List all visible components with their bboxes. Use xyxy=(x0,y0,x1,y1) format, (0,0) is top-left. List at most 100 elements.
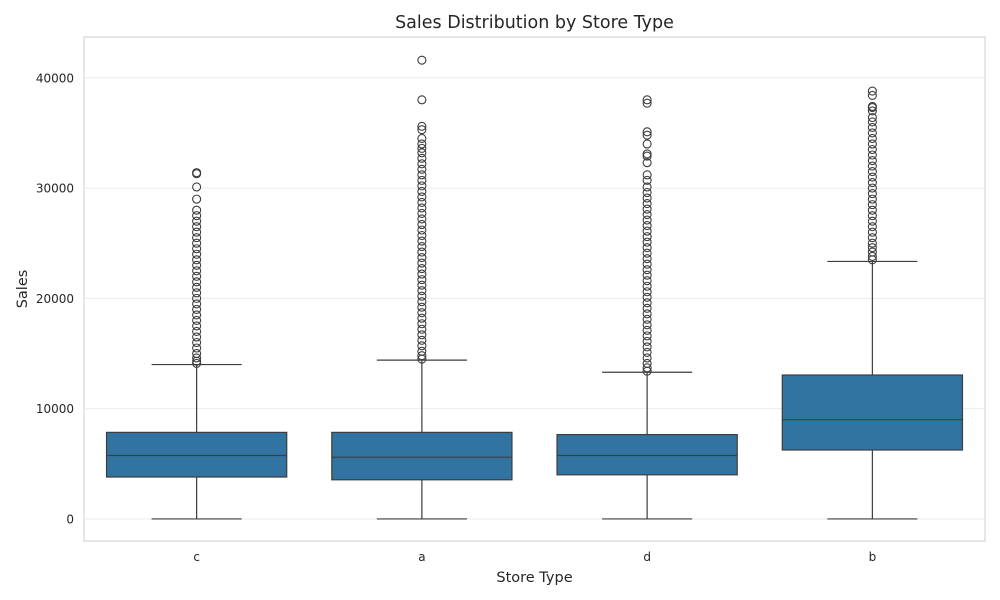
outlier-point xyxy=(417,335,427,345)
outlier-point xyxy=(642,314,652,324)
outlier-point xyxy=(417,197,427,207)
y-tick-label: 0 xyxy=(66,512,74,526)
outlier-point xyxy=(867,243,877,253)
y-axis-label: Sales xyxy=(15,270,31,309)
outlier-point xyxy=(642,130,652,140)
outlier-point xyxy=(192,271,202,281)
outlier-point xyxy=(192,233,202,243)
outlier-point xyxy=(192,326,202,337)
outlier-point xyxy=(642,281,652,291)
outlier-point xyxy=(867,133,877,144)
outlier-point xyxy=(867,172,877,182)
outlier-point xyxy=(417,121,427,131)
outlier-point xyxy=(417,159,427,169)
outlier-point xyxy=(417,313,427,323)
outlier-point xyxy=(417,164,427,174)
outlier-point xyxy=(867,211,877,221)
outlier-point xyxy=(642,98,652,108)
outlier-point xyxy=(417,330,427,340)
outlier-point xyxy=(867,144,877,155)
outlier-point xyxy=(417,170,427,180)
y-tick-label: 30000 xyxy=(36,182,74,196)
outlier-point xyxy=(867,216,877,226)
outlier-point xyxy=(417,186,427,196)
outlier-point xyxy=(867,251,877,262)
outlier-point xyxy=(417,125,427,135)
outlier-point xyxy=(642,198,652,209)
outlier-point xyxy=(642,248,652,258)
outlier-point xyxy=(417,219,427,230)
outlier-point xyxy=(642,210,652,220)
outlier-point xyxy=(417,148,427,158)
outlier-point xyxy=(642,363,652,373)
outlier-point xyxy=(192,238,202,248)
outlier-point xyxy=(417,181,427,191)
outlier-point xyxy=(417,247,427,257)
outlier-point xyxy=(417,286,427,296)
outlier-point xyxy=(642,270,652,280)
outlier-point xyxy=(192,168,202,178)
outlier-point xyxy=(642,237,652,247)
outlier-point xyxy=(642,276,652,286)
outlier-point xyxy=(417,275,427,285)
outlier-point xyxy=(417,133,427,144)
outlier-point xyxy=(867,178,877,188)
outlier-point xyxy=(417,302,427,312)
outlier-point xyxy=(642,243,652,253)
tick-layer: 0 10000 20000 30000 40000 c a d b xyxy=(36,71,876,564)
outlier-point xyxy=(417,319,427,329)
outlier-point xyxy=(192,358,202,368)
outlier-point xyxy=(642,187,652,198)
outlier-point xyxy=(867,205,877,215)
y-tick-label: 10000 xyxy=(36,402,74,416)
outlier-point xyxy=(642,358,652,368)
outlier-point xyxy=(417,324,427,334)
outlier-point xyxy=(642,292,652,302)
outlier-point xyxy=(867,247,877,257)
outlier-point xyxy=(867,222,877,232)
outlier-point xyxy=(867,150,877,160)
outlier-point xyxy=(642,347,652,357)
outlier-point xyxy=(867,128,877,138)
outlier-point xyxy=(642,232,652,242)
outlier-point xyxy=(192,244,202,254)
outlier-point xyxy=(417,153,427,163)
outlier-point xyxy=(867,155,877,166)
outlier-point xyxy=(417,236,427,246)
outlier-point xyxy=(642,353,652,363)
outlier-point xyxy=(192,266,202,276)
outlier-point xyxy=(642,287,652,297)
outlier-point xyxy=(642,221,652,231)
outlier-point xyxy=(192,182,202,192)
outlier-point xyxy=(642,215,652,225)
outlier-point xyxy=(192,293,202,303)
outlier-point xyxy=(867,117,877,127)
outlier-point xyxy=(867,112,877,123)
outlier-point xyxy=(642,127,652,137)
outlier-point xyxy=(642,139,652,149)
outlier-point xyxy=(642,193,652,203)
outlier-point xyxy=(867,233,877,243)
outlier-point xyxy=(417,208,427,219)
outlier-point xyxy=(867,101,877,112)
y-tick-label: 20000 xyxy=(36,292,74,306)
outlier-point xyxy=(867,166,877,177)
outlier-point xyxy=(417,351,427,361)
box-c xyxy=(105,431,288,478)
y-tick-label: 40000 xyxy=(36,71,74,85)
outlier-point xyxy=(417,230,427,241)
outlier-point xyxy=(867,86,877,96)
outlier-point xyxy=(642,259,652,269)
outlier-point xyxy=(642,336,652,346)
outlier-point xyxy=(192,211,202,221)
outlier-point xyxy=(642,151,652,161)
outlier-point xyxy=(417,192,427,202)
box-b xyxy=(781,374,964,451)
outlier-point xyxy=(642,303,652,313)
outlier-point xyxy=(867,183,877,193)
outlier-point xyxy=(192,222,202,232)
outlier-point xyxy=(417,203,427,213)
outlier-point xyxy=(192,194,202,204)
